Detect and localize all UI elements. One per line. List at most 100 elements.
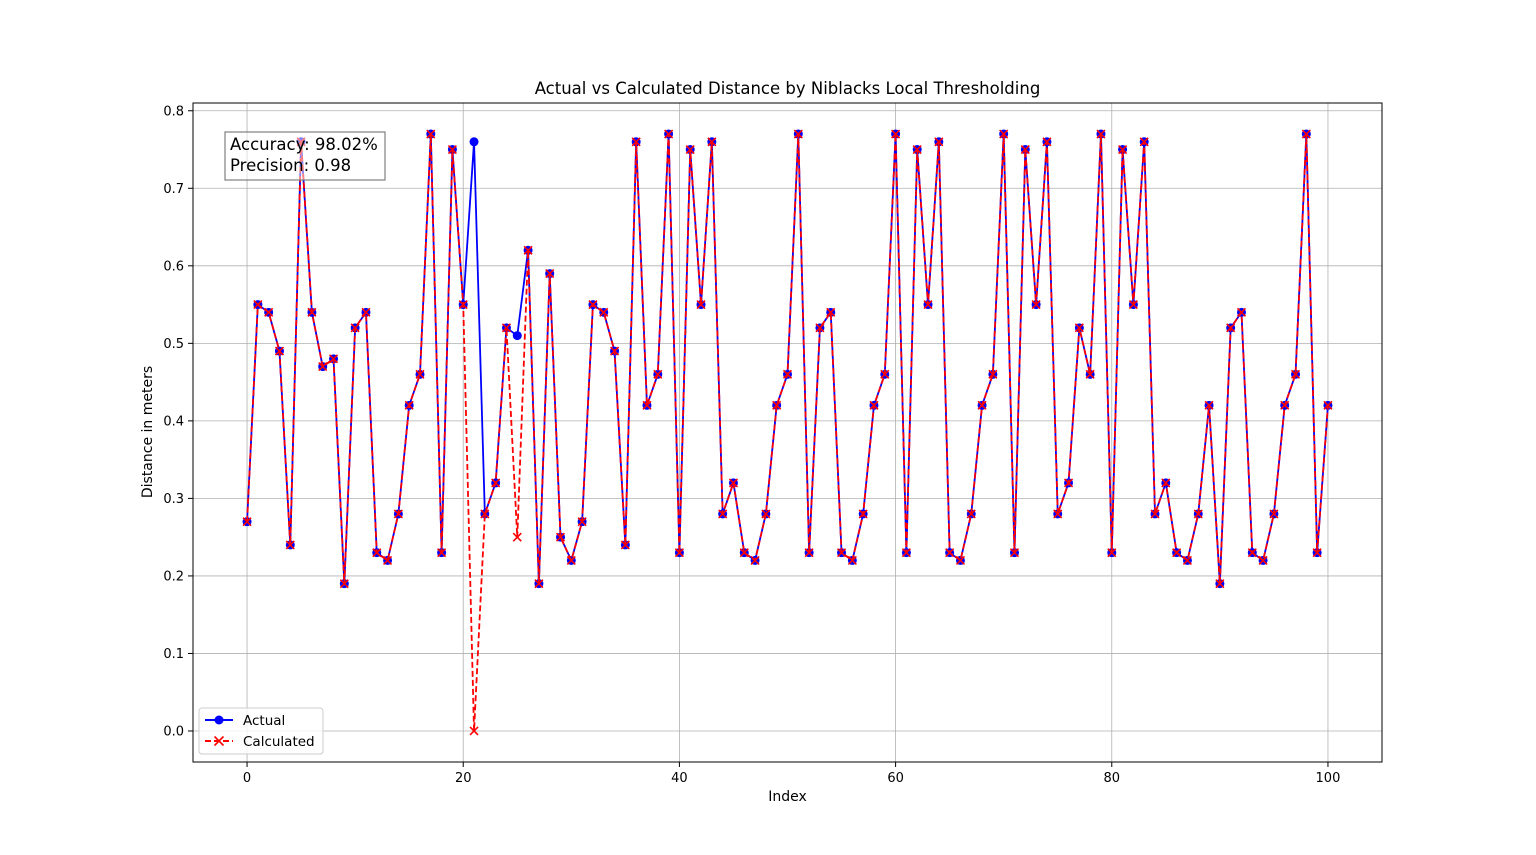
- calculated-point: [1118, 144, 1128, 155]
- calculated-point: [447, 144, 457, 155]
- calculated-point: [620, 540, 630, 550]
- calculated-point: [945, 548, 955, 558]
- calculated-point: [696, 300, 706, 310]
- legend: Actual Calculated: [198, 707, 324, 755]
- actual-point: [469, 137, 479, 147]
- legend-actual-label: Actual: [243, 713, 285, 729]
- calculated-point: [437, 548, 447, 558]
- calculated-point: [901, 548, 911, 558]
- calculated-point: [555, 532, 566, 542]
- legend-actual-marker: [214, 715, 224, 725]
- calculated-point: [328, 354, 339, 364]
- calculated-point: [642, 400, 652, 410]
- calculated-point: [815, 323, 825, 333]
- calculated-point: [1204, 400, 1214, 410]
- chart-title: Actual vs Calculated Distance by Niblack…: [535, 79, 1041, 98]
- calculated-point: [599, 307, 609, 317]
- legend-calculated-label: Calculated: [243, 734, 315, 750]
- calculated-point: [1053, 509, 1063, 519]
- calculated-point: [253, 300, 263, 310]
- calculated-point: [1161, 478, 1171, 488]
- calculated-point: [891, 129, 901, 139]
- calculated-point: [285, 540, 295, 550]
- calculated-point: [1312, 548, 1322, 558]
- annotation-box: Accuracy: 98.02% Precision: 0.98: [224, 131, 386, 181]
- calculated-point: [415, 369, 425, 379]
- series-layer: [242, 129, 1333, 736]
- calculated-point: [912, 144, 922, 155]
- calculated-point: [512, 532, 522, 542]
- calculated-point: [631, 137, 641, 147]
- calculated-point: [339, 579, 349, 589]
- y-tick-label: 0.7: [163, 182, 184, 197]
- calculated-point: [966, 509, 976, 519]
- calculated-point: [707, 137, 717, 147]
- y-tick-label: 0.3: [163, 492, 184, 507]
- calculated-point: [609, 346, 620, 356]
- calculated-point: [393, 509, 403, 519]
- calculated-point: [361, 307, 371, 317]
- calculated-point: [1096, 129, 1106, 139]
- calculated-point: [1193, 509, 1203, 519]
- calculated-point: [685, 144, 695, 155]
- calculated-point: [718, 509, 728, 519]
- calculated-point: [274, 346, 285, 356]
- calculated-point: [664, 129, 674, 139]
- calculated-point: [739, 548, 749, 558]
- x-tick-label: 20: [455, 771, 472, 786]
- calculated-point: [566, 555, 576, 565]
- calculated-point: [1009, 548, 1020, 558]
- calculated-point: [836, 548, 847, 558]
- calculated-point: [458, 300, 468, 310]
- calculated-point: [653, 369, 663, 379]
- calculated-point: [772, 400, 782, 410]
- calculated-point: [1247, 548, 1257, 558]
- annotation-precision: Precision: 0.98: [230, 156, 351, 175]
- calculated-point: [858, 509, 868, 519]
- calculated-point: [1280, 400, 1290, 410]
- calculated-point: [674, 548, 684, 558]
- calculated-point: [491, 478, 501, 488]
- calculated-point: [523, 245, 533, 255]
- calculated-point: [426, 129, 436, 139]
- y-tick-label: 0.2: [163, 569, 184, 584]
- calculated-point: [955, 555, 966, 565]
- calculated-point: [1226, 323, 1236, 333]
- calculated-point: [242, 517, 252, 527]
- x-tick-label: 60: [887, 771, 904, 786]
- calculated-point: [999, 129, 1009, 139]
- calculated-point: [988, 369, 998, 379]
- calculated-point: [1258, 555, 1268, 565]
- calculated-point: [1128, 300, 1138, 310]
- calculated-point: [501, 323, 512, 333]
- y-tick-label: 0.1: [163, 647, 184, 662]
- calculated-point: [1323, 400, 1333, 410]
- legend-calculated-marker: [213, 735, 225, 747]
- calculated-point: [923, 300, 933, 310]
- calculated-point: [793, 129, 803, 139]
- calculated-point: [1042, 137, 1052, 147]
- y-tick-label: 0.6: [163, 259, 184, 274]
- calculated-point: [469, 726, 479, 736]
- actual-point: [512, 331, 522, 341]
- calculated-point: [1020, 144, 1030, 155]
- x-tick-label: 40: [671, 771, 688, 786]
- y-tick-label: 0.8: [163, 104, 184, 119]
- calculated-point: [577, 517, 587, 527]
- calculated-point: [480, 509, 490, 519]
- x-tick-label: 0: [243, 771, 251, 786]
- calculated-point: [372, 548, 382, 558]
- calculated-point: [1063, 478, 1074, 488]
- calculated-point: [534, 579, 544, 589]
- grid: [193, 103, 1382, 762]
- calculated-point: [847, 555, 857, 565]
- calculated-point: [750, 555, 760, 565]
- calculated-point: [761, 509, 771, 519]
- calculated-point: [545, 268, 555, 279]
- y-tick-label: 0.4: [163, 414, 184, 429]
- calculated-point: [588, 300, 598, 310]
- calculated-point: [1085, 369, 1095, 379]
- calculated-point: [318, 362, 328, 372]
- calculated-point: [350, 323, 360, 333]
